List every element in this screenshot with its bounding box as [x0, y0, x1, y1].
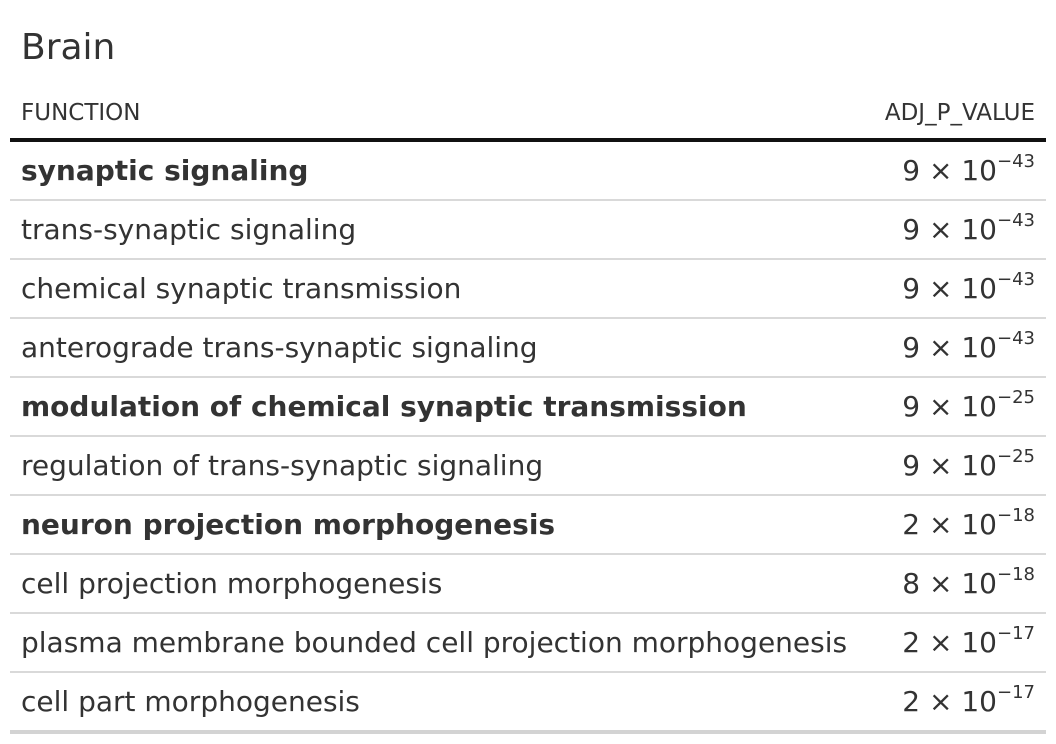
adj-p-value-cell: 9 × 10−43: [866, 259, 1046, 319]
p-value-mantissa: 9: [902, 331, 921, 364]
p-value-base: 10: [961, 449, 997, 482]
p-value-times-sign: ×: [928, 154, 953, 187]
adj-p-value-cell: 2 × 10−17: [866, 613, 1046, 673]
adj-p-value-cell: 9 × 10−43: [866, 318, 1046, 378]
p-value-exponent: −17: [997, 682, 1035, 703]
table-row: modulation of chemical synaptic transmis…: [10, 377, 1046, 437]
p-value-times-sign: ×: [928, 390, 953, 423]
table-row: cell projection morphogenesis 8 × 10−18: [10, 554, 1046, 614]
p-value-mantissa: 2: [902, 508, 921, 541]
p-value-mantissa: 9: [902, 390, 921, 423]
p-value-base: 10: [961, 154, 997, 187]
p-value-mantissa: 2: [902, 626, 921, 659]
function-cell: plasma membrane bounded cell projection …: [10, 613, 866, 673]
table-title: Brain: [21, 27, 116, 68]
table-row: cell part morphogenesis 2 × 10−17: [10, 672, 1046, 734]
adj-p-value-cell: 9 × 10−25: [866, 436, 1046, 496]
p-value-times-sign: ×: [928, 213, 953, 246]
p-value-mantissa: 9: [902, 449, 921, 482]
p-value-times-sign: ×: [928, 626, 953, 659]
function-cell: modulation of chemical synaptic transmis…: [10, 377, 866, 437]
p-value-mantissa: 9: [902, 154, 921, 187]
p-value-exponent: −17: [997, 623, 1035, 644]
p-value-exponent: −25: [997, 387, 1035, 408]
adj-p-value-cell: 9 × 10−43: [866, 200, 1046, 260]
p-value-exponent: −18: [997, 505, 1035, 526]
header-row: FUNCTION ADJ_P_VALUE: [10, 86, 1046, 142]
adj-p-value-cell: 2 × 10−18: [866, 495, 1046, 555]
table-row: plasma membrane bounded cell projection …: [10, 613, 1046, 673]
column-header-adj-p-value[interactable]: ADJ_P_VALUE: [866, 86, 1046, 142]
p-value-mantissa: 8: [902, 567, 921, 600]
p-value-times-sign: ×: [928, 567, 953, 600]
function-cell: regulation of trans-synaptic signaling: [10, 436, 866, 496]
p-value-mantissa: 2: [902, 685, 921, 718]
adj-p-value-cell: 9 × 10−43: [866, 140, 1046, 201]
p-value-exponent: −18: [997, 564, 1035, 585]
p-value-base: 10: [961, 272, 997, 305]
function-cell: trans-synaptic signaling: [10, 200, 866, 260]
p-value-exponent: −43: [997, 151, 1035, 172]
p-value-times-sign: ×: [928, 331, 953, 364]
results-panel: Brain FUNCTION ADJ_P_VALUE synaptic sign…: [10, 0, 1046, 734]
p-value-base: 10: [961, 390, 997, 423]
table-row: trans-synaptic signaling 9 × 10−43: [10, 200, 1046, 260]
table-row: anterograde trans-synaptic signaling 9 × …: [10, 318, 1046, 378]
p-value-exponent: −25: [997, 446, 1035, 467]
p-value-mantissa: 9: [902, 272, 921, 305]
p-value-base: 10: [961, 508, 997, 541]
p-value-times-sign: ×: [928, 449, 953, 482]
table-row: synaptic signaling 9 × 10−43: [10, 140, 1046, 201]
p-value-base: 10: [961, 626, 997, 659]
function-cell: neuron projection morphogenesis: [10, 495, 866, 555]
table-row: neuron projection morphogenesis 2 × 10−18: [10, 495, 1046, 555]
function-cell: cell projection morphogenesis: [10, 554, 866, 614]
table-row: chemical synaptic transmission 9 × 10−43: [10, 259, 1046, 319]
p-value-base: 10: [961, 567, 997, 600]
p-value-base: 10: [961, 331, 997, 364]
function-cell: cell part morphogenesis: [10, 672, 866, 734]
p-value-base: 10: [961, 685, 997, 718]
p-value-exponent: −43: [997, 269, 1035, 290]
table-row: regulation of trans-synaptic signaling 9 …: [10, 436, 1046, 496]
p-value-times-sign: ×: [928, 508, 953, 541]
column-header-function[interactable]: FUNCTION: [10, 86, 866, 142]
adj-p-value-cell: 9 × 10−25: [866, 377, 1046, 437]
p-value-times-sign: ×: [928, 272, 953, 305]
function-cell: anterograde trans-synaptic signaling: [10, 318, 866, 378]
p-value-base: 10: [961, 213, 997, 246]
p-value-exponent: −43: [997, 210, 1035, 231]
p-value-mantissa: 9: [902, 213, 921, 246]
adj-p-value-cell: 8 × 10−18: [866, 554, 1046, 614]
adj-p-value-cell: 2 × 10−17: [866, 672, 1046, 734]
results-table: FUNCTION ADJ_P_VALUE synaptic signaling 9…: [10, 86, 1046, 734]
function-cell: chemical synaptic transmission: [10, 259, 866, 319]
p-value-exponent: −43: [997, 328, 1035, 349]
p-value-times-sign: ×: [928, 685, 953, 718]
function-cell: synaptic signaling: [10, 140, 866, 201]
table-body: synaptic signaling 9 × 10−43 trans-synapti…: [10, 140, 1046, 734]
